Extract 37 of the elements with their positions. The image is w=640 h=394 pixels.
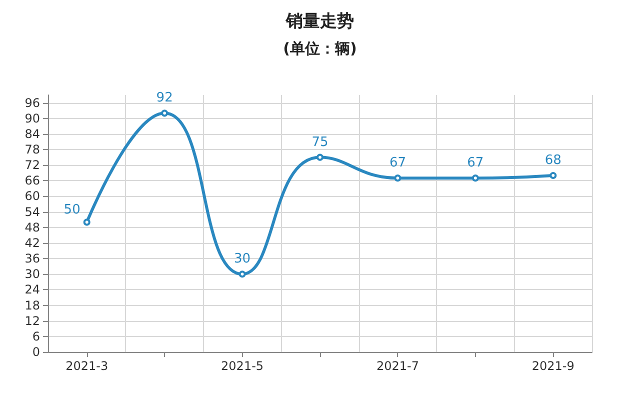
x-tick-label: 2021-5 — [221, 359, 264, 373]
y-tick-label: 60 — [24, 189, 40, 204]
y-tick-label: 0 — [32, 345, 40, 359]
data-label: 75 — [312, 134, 328, 150]
y-tick-label: 42 — [24, 236, 40, 250]
x-tick-label: 2021-7 — [376, 359, 419, 373]
y-tick-label: 12 — [24, 314, 40, 328]
point — [316, 154, 324, 161]
data-label: 92 — [156, 90, 173, 106]
y-tick-label: 84 — [24, 126, 40, 141]
y-tick-label: 24 — [24, 282, 40, 297]
y-tick-label: 78 — [24, 142, 40, 157]
y-tick-label: 72 — [24, 158, 40, 172]
point — [394, 174, 402, 182]
point — [238, 270, 246, 278]
y-tick-label: 96 — [24, 96, 40, 110]
chart-subtitle: (单位：辆) — [283, 40, 357, 58]
y-tick-label: 30 — [24, 267, 40, 282]
data-label: 67 — [389, 156, 406, 171]
point — [83, 218, 90, 226]
x-tick-label: 2021-3 — [66, 359, 108, 373]
data-label: 68 — [544, 152, 562, 168]
data-label: 50 — [64, 202, 80, 218]
data-label: 30 — [234, 252, 251, 267]
point — [550, 172, 557, 179]
y-tick-label: 54 — [24, 204, 40, 219]
y-tick-label: 36 — [24, 252, 40, 266]
y-tick-label: 6 — [32, 329, 40, 344]
chart-title: 销量走势 — [285, 12, 354, 32]
point — [472, 174, 479, 182]
x-tick-label: 2021-9 — [532, 359, 574, 373]
data-label: 67 — [467, 156, 484, 171]
y-tick-label: 90 — [24, 111, 40, 126]
point — [161, 110, 168, 117]
y-tick-label: 48 — [24, 220, 40, 234]
y-tick-label: 18 — [24, 298, 40, 312]
y-tick-label: 66 — [24, 174, 40, 188]
